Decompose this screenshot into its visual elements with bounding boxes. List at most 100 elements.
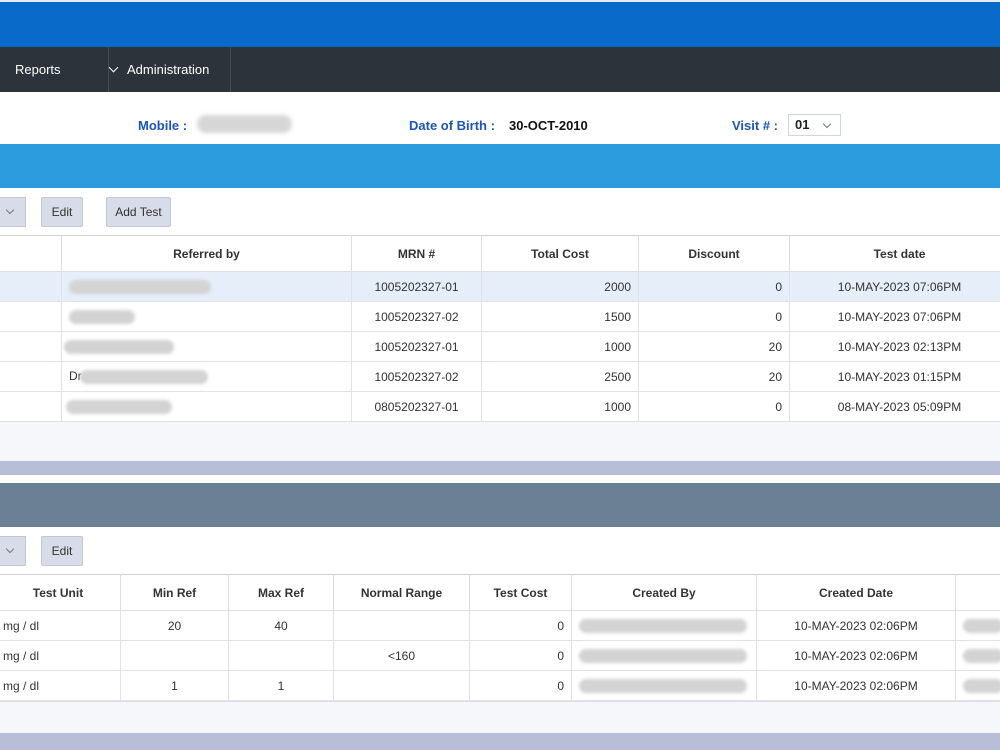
section-divider	[0, 733, 1000, 750]
referred-by-cell	[61, 271, 352, 302]
discount-cell: 0	[638, 271, 790, 302]
redacted-value	[66, 399, 172, 414]
column-header-discount[interactable]: Discount	[638, 235, 790, 272]
table-cell	[0, 331, 62, 362]
normal-range-cell	[333, 670, 470, 701]
table-row[interactable]: 1005202327-01 2000 0 10-MAY-2023 07:06PM	[0, 271, 1000, 302]
test-date-cell: 10-MAY-2023 07:06PM	[789, 271, 1000, 302]
column-header-mrn[interactable]: MRN #	[351, 235, 482, 272]
test-date-cell: 10-MAY-2023 01:15PM	[789, 361, 1000, 392]
redacted-value	[579, 618, 747, 633]
column-header-min-ref[interactable]: Min Ref	[120, 574, 229, 611]
discount-cell: 0	[638, 301, 790, 332]
test-unit-cell: mg / dl	[0, 640, 121, 671]
table-row[interactable]: Dr 1005202327-02 2500 20 10-MAY-2023 01:…	[0, 361, 1000, 392]
mrn-cell: 0805202327-01	[351, 391, 482, 422]
test-details-table: Test Unit Min Ref Max Ref Normal Range T…	[0, 574, 1000, 701]
edit-button[interactable]: Edit	[41, 536, 83, 566]
nav-divider	[230, 47, 231, 92]
column-header-test-unit[interactable]: Test Unit	[0, 574, 121, 611]
test-cost-cell: 0	[469, 610, 572, 641]
tests-section-header	[0, 144, 1000, 188]
table-row[interactable]: mg / dl <160 0 10-MAY-2023 02:06PM	[0, 640, 1000, 671]
nav-administration[interactable]: Administration	[127, 47, 209, 92]
mrn-cell: 1005202327-01	[351, 271, 482, 302]
table-footer	[0, 421, 1000, 462]
table-cell	[0, 391, 62, 422]
visits-table: Referred by MRN # Total Cost Discount Te…	[0, 235, 1000, 422]
redacted-value	[69, 309, 135, 324]
nav-administration-label: Administration	[127, 62, 210, 77]
normal-range-cell: <160	[333, 640, 470, 671]
column-header-referred-by[interactable]: Referred by	[61, 235, 352, 272]
mobile-label: Mobile :	[138, 118, 188, 133]
table-row[interactable]: mg / dl 1 1 0 10-MAY-2023 02:06PM	[0, 670, 1000, 701]
toolbar-dropdown[interactable]	[0, 197, 26, 227]
mrn-cell: 1005202327-01	[351, 331, 482, 362]
chevron-down-icon	[5, 544, 15, 554]
total-cost-cell: 1000	[481, 391, 639, 422]
dob-label: Date of Birth :	[409, 118, 495, 133]
referred-by-cell	[61, 331, 352, 362]
visit-select[interactable]: 01	[788, 114, 841, 136]
table-row[interactable]: mg / dl 20 40 0 10-MAY-2023 02:06PM	[0, 610, 1000, 641]
test-cost-cell: 0	[469, 670, 572, 701]
test-date-cell: 08-MAY-2023 05:09PM	[789, 391, 1000, 422]
redacted-value	[79, 369, 208, 384]
total-cost-cell: 2000	[481, 271, 639, 302]
table-header-row: Test Unit Min Ref Max Ref Normal Range T…	[0, 574, 1000, 611]
table-cell	[955, 670, 1000, 701]
column-header-normal-range[interactable]: Normal Range	[333, 574, 470, 611]
discount-cell: 20	[638, 331, 790, 362]
redacted-value	[963, 648, 1000, 663]
column-header	[955, 574, 1000, 611]
redacted-value	[963, 618, 1000, 633]
created-by-cell	[571, 610, 757, 641]
edit-button[interactable]: Edit	[41, 197, 83, 227]
add-test-button[interactable]: Add Test	[106, 197, 171, 227]
table-cell	[955, 610, 1000, 641]
mrn-cell: 1005202327-02	[351, 301, 482, 332]
table-cell	[0, 271, 62, 302]
chevron-down-icon	[5, 205, 15, 215]
table-row[interactable]: 0805202327-01 1000 0 08-MAY-2023 05:09PM	[0, 391, 1000, 422]
column-header-created-date[interactable]: Created Date	[756, 574, 956, 611]
created-date-cell: 10-MAY-2023 02:06PM	[756, 610, 956, 641]
max-ref-cell	[228, 640, 334, 671]
column-header-total-cost[interactable]: Total Cost	[481, 235, 639, 272]
main-nav: Reports Administration	[0, 47, 1000, 92]
column-header-max-ref[interactable]: Max Ref	[228, 574, 334, 611]
redacted-value	[963, 678, 1000, 693]
table-row[interactable]: 1005202327-02 1500 0 10-MAY-2023 07:06PM	[0, 301, 1000, 332]
toolbar-dropdown[interactable]	[0, 536, 26, 566]
mrn-cell: 1005202327-02	[351, 361, 482, 392]
column-header-test-cost[interactable]: Test Cost	[469, 574, 572, 611]
test-date-cell: 10-MAY-2023 07:06PM	[789, 301, 1000, 332]
test-details-section-header	[0, 483, 1000, 527]
nav-divider	[108, 47, 109, 92]
total-cost-cell: 2500	[481, 361, 639, 392]
total-cost-cell: 1500	[481, 301, 639, 332]
max-ref-cell: 1	[228, 670, 334, 701]
table-header-row: Referred by MRN # Total Cost Discount Te…	[0, 235, 1000, 272]
test-unit-cell: mg / dl	[0, 610, 121, 641]
table-footer	[0, 701, 1000, 734]
column-header-created-by[interactable]: Created By	[571, 574, 757, 611]
min-ref-cell	[120, 640, 229, 671]
column-header-test-date[interactable]: Test date	[789, 235, 1000, 272]
test-cost-cell: 0	[469, 640, 572, 671]
table-cell	[0, 361, 62, 392]
chevron-down-icon	[822, 119, 832, 129]
min-ref-cell: 1	[120, 670, 229, 701]
nav-reports[interactable]: Reports	[15, 47, 119, 92]
min-ref-cell: 20	[120, 610, 229, 641]
max-ref-cell: 40	[228, 610, 334, 641]
redacted-value	[579, 678, 747, 693]
referred-by-cell	[61, 391, 352, 422]
discount-cell: 0	[638, 391, 790, 422]
chevron-down-icon	[108, 62, 119, 73]
table-row[interactable]: 1005202327-01 1000 20 10-MAY-2023 02:13P…	[0, 331, 1000, 362]
created-date-cell: 10-MAY-2023 02:06PM	[756, 670, 956, 701]
section-spacer	[0, 475, 1000, 483]
referred-by-cell	[61, 301, 352, 332]
